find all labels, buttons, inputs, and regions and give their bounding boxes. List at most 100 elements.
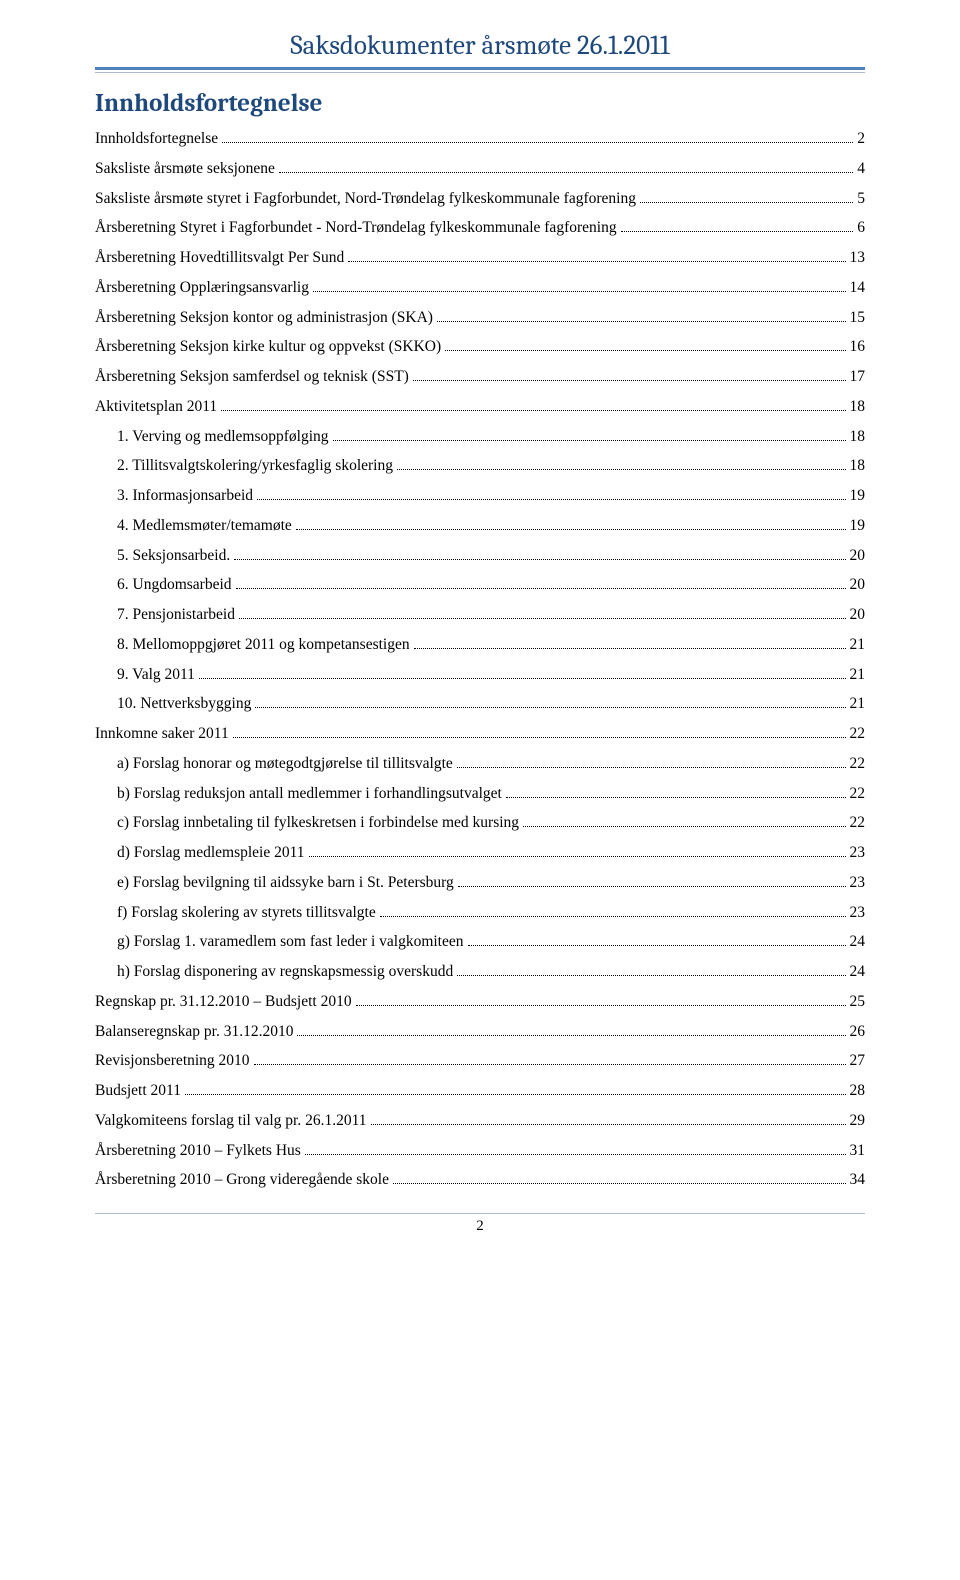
toc-label: c) Forslag innbetaling til fylkeskretsen… bbox=[117, 808, 521, 838]
toc-entry: 6. Ungdomsarbeid 20 bbox=[95, 570, 865, 600]
toc-label: g) Forslag 1. varamedlem som fast leder … bbox=[117, 927, 466, 957]
toc-entry: e) Forslag bevilgning til aidssyke barn … bbox=[95, 868, 865, 898]
toc-leader-dots bbox=[199, 678, 846, 679]
section-heading: Innholdsfortegnelse bbox=[95, 89, 865, 118]
toc-entry: d) Forslag medlemspleie 2011 23 bbox=[95, 838, 865, 868]
toc-label: 9. Valg 2011 bbox=[117, 660, 197, 690]
toc-page-number: 26 bbox=[848, 1017, 866, 1047]
toc-leader-dots bbox=[413, 380, 846, 381]
toc-leader-dots bbox=[234, 559, 845, 560]
toc-entry: Balanseregnskap pr. 31.12.2010 26 bbox=[95, 1017, 865, 1047]
toc-page-number: 21 bbox=[848, 630, 866, 660]
toc-entry: Regnskap pr. 31.12.2010 – Budsjett 2010 … bbox=[95, 987, 865, 1017]
toc-page-number: 20 bbox=[848, 600, 866, 630]
toc-leader-dots bbox=[380, 916, 846, 917]
toc-label: Balanseregnskap pr. 31.12.2010 bbox=[95, 1017, 295, 1047]
toc-label: Årsberetning Seksjon kirke kultur og opp… bbox=[95, 332, 443, 362]
toc-label: Saksliste årsmøte seksjonene bbox=[95, 154, 277, 184]
toc-entry: Innholdsfortegnelse 2 bbox=[95, 124, 865, 154]
toc-page-number: 25 bbox=[848, 987, 866, 1017]
toc-leader-dots bbox=[333, 440, 846, 441]
toc-leader-dots bbox=[313, 291, 846, 292]
toc-entry: Årsberetning 2010 – Fylkets Hus 31 bbox=[95, 1136, 865, 1166]
toc-leader-dots bbox=[239, 618, 846, 619]
toc-leader-dots bbox=[371, 1124, 846, 1125]
toc-leader-dots bbox=[506, 797, 846, 798]
toc-leader-dots bbox=[185, 1094, 846, 1095]
toc-label: 4. Medlemsmøter/temamøte bbox=[117, 511, 294, 541]
toc-page-number: 21 bbox=[848, 660, 866, 690]
toc-label: 7. Pensjonistarbeid bbox=[117, 600, 237, 630]
toc-page-number: 18 bbox=[848, 422, 866, 452]
toc-leader-dots bbox=[257, 499, 845, 500]
toc-entry: Innkomne saker 2011 22 bbox=[95, 719, 865, 749]
toc-page-number: 27 bbox=[848, 1046, 866, 1076]
toc-entry: Aktivitetsplan 2011 18 bbox=[95, 392, 865, 422]
toc-leader-dots bbox=[397, 469, 846, 470]
toc-page-number: 18 bbox=[848, 392, 866, 422]
toc-page-number: 23 bbox=[848, 868, 866, 898]
toc-leader-dots bbox=[296, 529, 846, 530]
toc-label: Budsjett 2011 bbox=[95, 1076, 183, 1106]
toc-entry: 1. Verving og medlemsoppfølging 18 bbox=[95, 422, 865, 452]
toc-leader-dots bbox=[297, 1035, 845, 1036]
toc-label: Innholdsfortegnelse bbox=[95, 124, 220, 154]
toc-entry: f) Forslag skolering av styrets tillitsv… bbox=[95, 898, 865, 928]
toc-page-number: 31 bbox=[848, 1136, 866, 1166]
toc-label: b) Forslag reduksjon antall medlemmer i … bbox=[117, 779, 504, 809]
table-of-contents: Innholdsfortegnelse 2Saksliste årsmøte s… bbox=[95, 124, 865, 1195]
toc-label: Årsberetning 2010 – Grong videregående s… bbox=[95, 1165, 391, 1195]
toc-entry: h) Forslag disponering av regnskapsmessi… bbox=[95, 957, 865, 987]
toc-label: Innkomne saker 2011 bbox=[95, 719, 231, 749]
toc-page-number: 22 bbox=[848, 749, 866, 779]
toc-label: Regnskap pr. 31.12.2010 – Budsjett 2010 bbox=[95, 987, 354, 1017]
toc-entry: Årsberetning Opplæringsansvarlig 14 bbox=[95, 273, 865, 303]
toc-entry: 9. Valg 2011 21 bbox=[95, 660, 865, 690]
toc-entry: 5. Seksjonsarbeid. 20 bbox=[95, 541, 865, 571]
toc-page-number: 34 bbox=[848, 1165, 866, 1195]
toc-leader-dots bbox=[309, 856, 846, 857]
toc-label: a) Forslag honorar og møtegodtgjørelse t… bbox=[117, 749, 455, 779]
toc-entry: Årsberetning Hovedtillitsvalgt Per Sund … bbox=[95, 243, 865, 273]
title-underline-thin bbox=[95, 72, 865, 73]
toc-leader-dots bbox=[305, 1154, 846, 1155]
toc-leader-dots bbox=[445, 350, 845, 351]
toc-entry: Årsberetning Seksjon kontor og administr… bbox=[95, 303, 865, 333]
toc-leader-dots bbox=[393, 1183, 846, 1184]
toc-leader-dots bbox=[255, 707, 845, 708]
toc-page-number: 14 bbox=[848, 273, 866, 303]
toc-page-number: 2 bbox=[855, 124, 865, 154]
toc-label: 2. Tillitsvalgtskolering/yrkesfaglig sko… bbox=[117, 451, 395, 481]
toc-entry: c) Forslag innbetaling til fylkeskretsen… bbox=[95, 808, 865, 838]
toc-entry: Budsjett 2011 28 bbox=[95, 1076, 865, 1106]
toc-page-number: 18 bbox=[848, 451, 866, 481]
toc-entry: 10. Nettverksbygging 21 bbox=[95, 689, 865, 719]
toc-leader-dots bbox=[221, 410, 845, 411]
toc-label: Saksliste årsmøte styret i Fagforbundet,… bbox=[95, 184, 638, 214]
toc-leader-dots bbox=[523, 826, 845, 827]
toc-label: 8. Mellomoppgjøret 2011 og kompetansesti… bbox=[117, 630, 412, 660]
toc-leader-dots bbox=[356, 1005, 846, 1006]
toc-entry: 8. Mellomoppgjøret 2011 og kompetansesti… bbox=[95, 630, 865, 660]
toc-leader-dots bbox=[236, 588, 846, 589]
toc-leader-dots bbox=[468, 945, 846, 946]
toc-entry: 4. Medlemsmøter/temamøte 19 bbox=[95, 511, 865, 541]
toc-label: 3. Informasjonsarbeid bbox=[117, 481, 255, 511]
toc-label: Årsberetning Hovedtillitsvalgt Per Sund bbox=[95, 243, 346, 273]
toc-label: h) Forslag disponering av regnskapsmessi… bbox=[117, 957, 455, 987]
toc-entry: Saksliste årsmøte seksjonene 4 bbox=[95, 154, 865, 184]
toc-page-number: 24 bbox=[848, 957, 866, 987]
toc-label: d) Forslag medlemspleie 2011 bbox=[117, 838, 307, 868]
toc-leader-dots bbox=[457, 975, 845, 976]
toc-page-number: 22 bbox=[848, 719, 866, 749]
toc-entry: 7. Pensjonistarbeid 20 bbox=[95, 600, 865, 630]
toc-label: f) Forslag skolering av styrets tillitsv… bbox=[117, 898, 378, 928]
toc-entry: Årsberetning 2010 – Grong videregående s… bbox=[95, 1165, 865, 1195]
toc-label: 1. Verving og medlemsoppfølging bbox=[117, 422, 331, 452]
toc-label: Årsberetning Seksjon kontor og administr… bbox=[95, 303, 435, 333]
toc-page-number: 17 bbox=[848, 362, 866, 392]
toc-page-number: 22 bbox=[848, 808, 866, 838]
toc-label: Valgkomiteens forslag til valg pr. 26.1.… bbox=[95, 1106, 369, 1136]
toc-leader-dots bbox=[621, 231, 854, 232]
toc-page-number: 24 bbox=[848, 927, 866, 957]
